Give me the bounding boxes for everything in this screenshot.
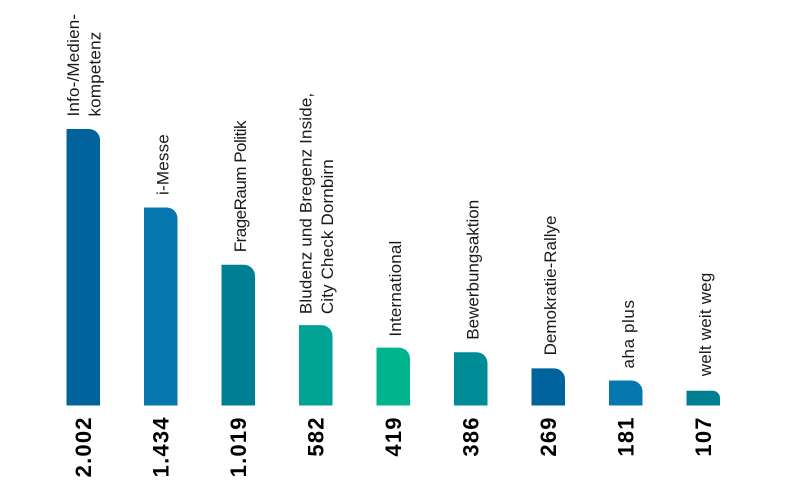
- svg-text:Demokratie-Rallye: Demokratie-Rallye: [541, 216, 560, 356]
- svg-text:aha plus: aha plus: [619, 299, 638, 368]
- svg-text:582: 582: [304, 416, 329, 456]
- svg-text:107: 107: [691, 416, 716, 456]
- svg-text:2.002: 2.002: [71, 416, 96, 477]
- svg-text:Bewerbungsaktion: Bewerbungsaktion: [464, 200, 483, 340]
- svg-text:International: International: [386, 240, 405, 336]
- svg-text:419: 419: [381, 416, 406, 456]
- svg-text:1.434: 1.434: [149, 416, 174, 477]
- svg-text:City Check Dornbirn: City Check Dornbirn: [318, 159, 337, 314]
- svg-text:386: 386: [459, 416, 484, 456]
- svg-text:Bludenz und Bregenz Inside,: Bludenz und Bregenz Inside,: [297, 93, 316, 314]
- svg-text:1.019: 1.019: [226, 416, 251, 477]
- svg-text:181: 181: [614, 416, 639, 456]
- svg-text:FrageRaum Politik: FrageRaum Politik: [231, 120, 250, 252]
- svg-text:i-Messe: i-Messe: [154, 134, 173, 195]
- svg-text:Info-/Medien-: Info-/Medien-: [64, 14, 83, 117]
- svg-text:kompetenz: kompetenz: [86, 32, 105, 117]
- svg-text:welt weit weg: welt weit weg: [696, 273, 715, 378]
- svg-text:269: 269: [536, 416, 561, 456]
